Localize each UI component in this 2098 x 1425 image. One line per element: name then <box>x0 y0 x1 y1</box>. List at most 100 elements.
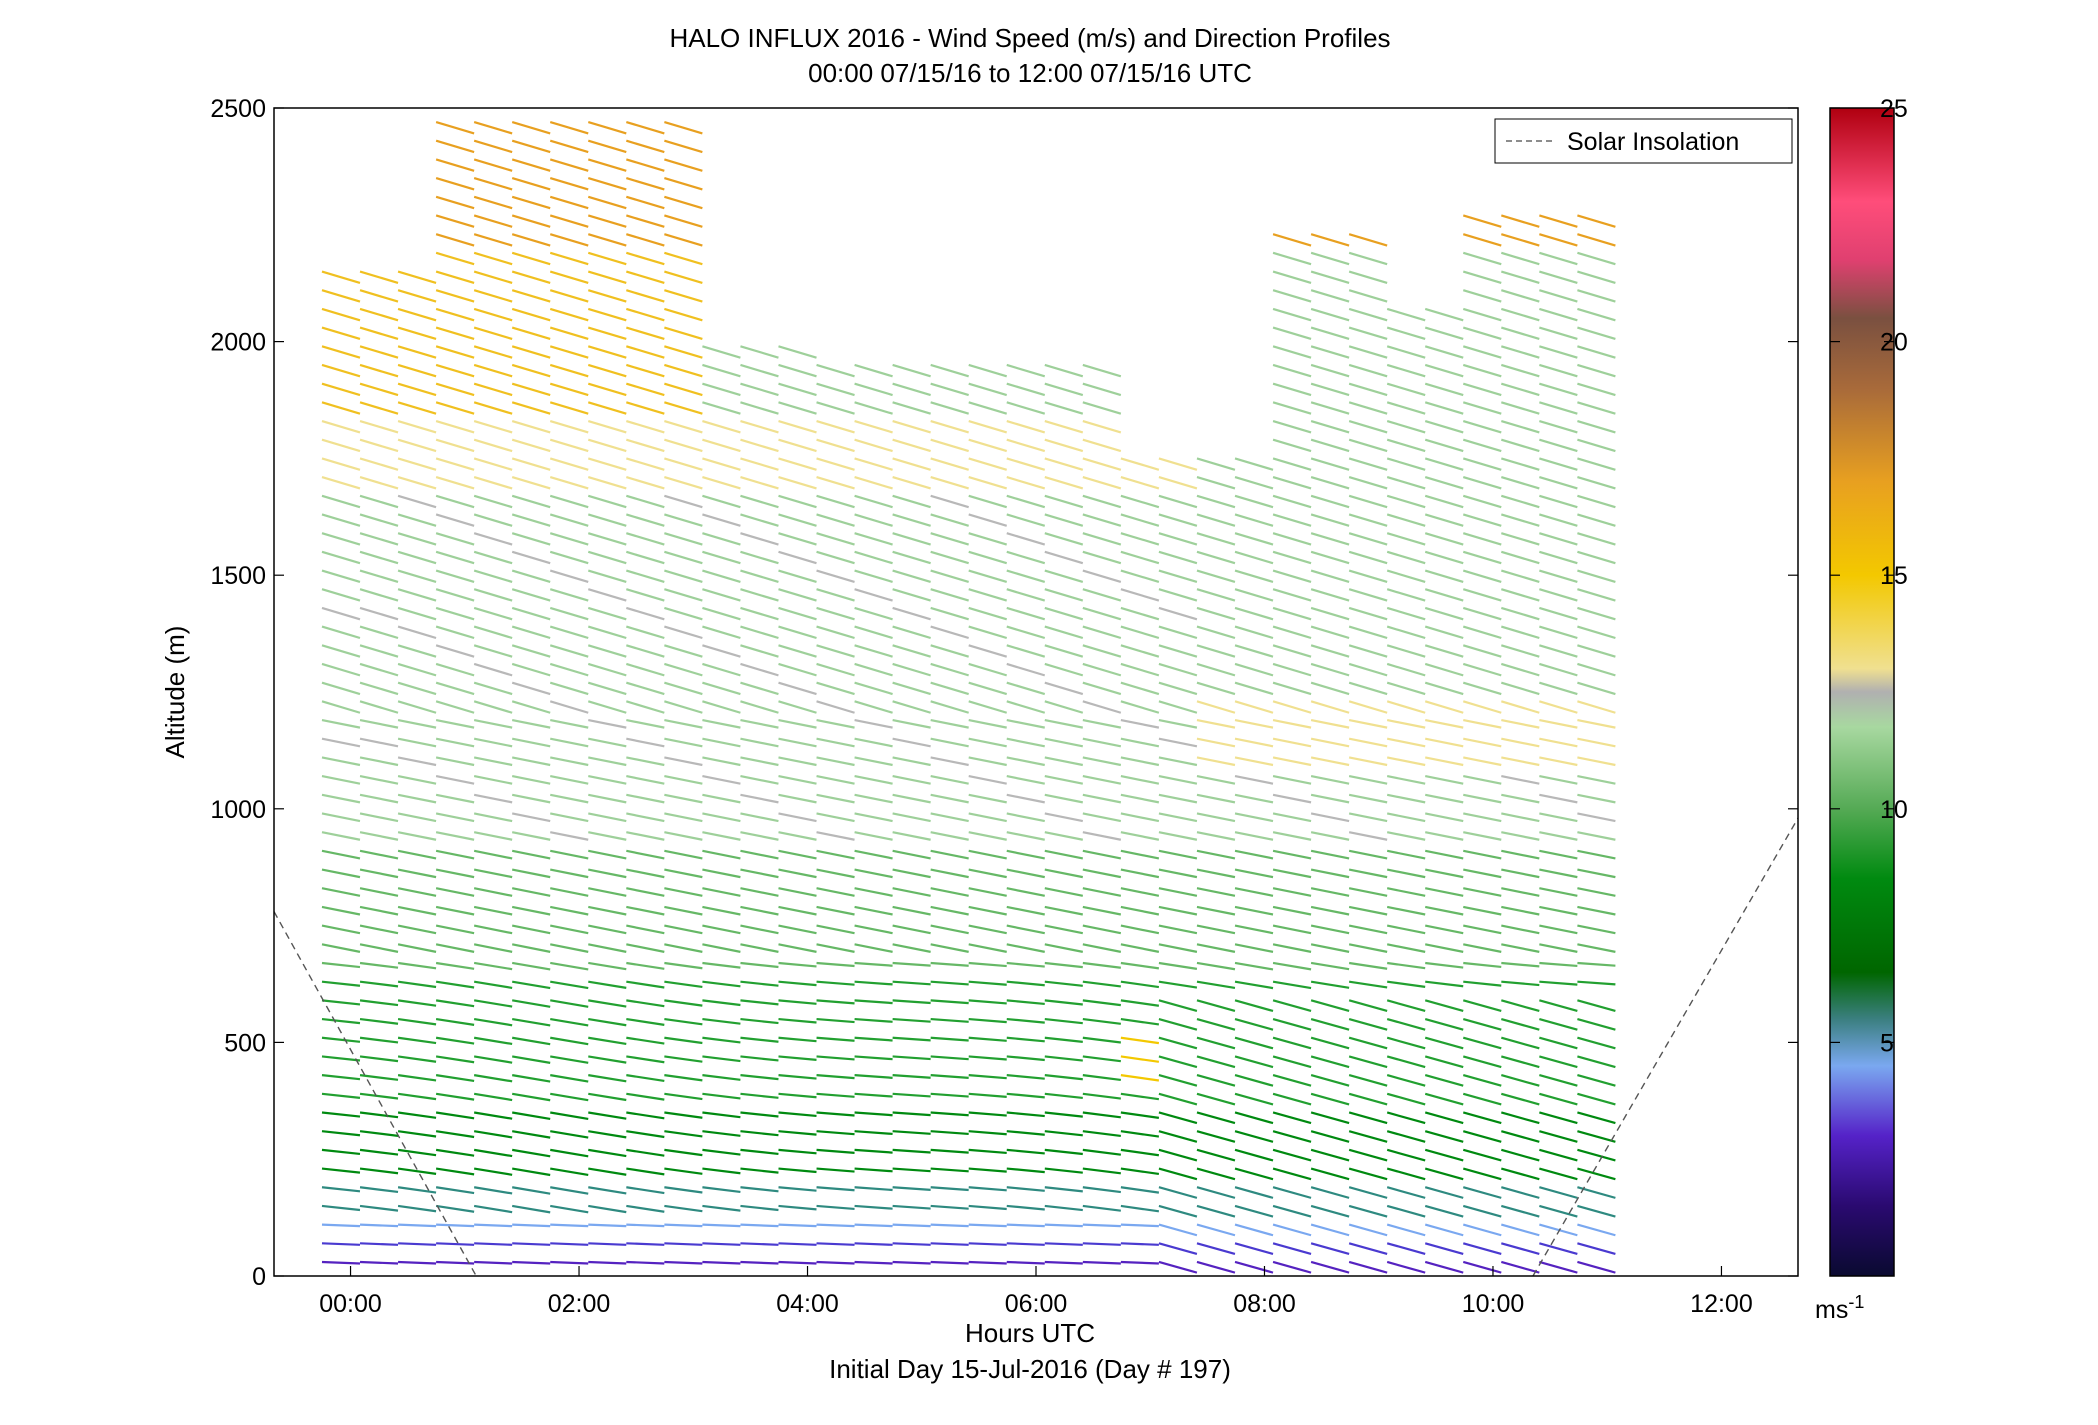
wind-barb <box>1082 438 1122 453</box>
wind-barb <box>1539 1092 1578 1106</box>
wind-barb <box>1234 775 1274 785</box>
wind-barb <box>1539 1242 1578 1255</box>
wind-barb <box>1234 831 1274 841</box>
wind-barb <box>473 419 513 434</box>
wind-barb <box>321 1092 361 1099</box>
wind-barb <box>1462 513 1502 527</box>
wind-barb <box>1386 1055 1426 1069</box>
wind-barb <box>550 1223 589 1228</box>
wind-barb <box>740 905 779 916</box>
wind-barb <box>435 494 475 509</box>
wind-barb <box>321 868 361 879</box>
wind-barb <box>550 1111 589 1120</box>
wind-barb <box>1272 1055 1312 1069</box>
wind-barb <box>664 1260 703 1265</box>
wind-barb <box>1348 849 1388 860</box>
wind-barb <box>1386 849 1426 860</box>
wind-barb <box>1272 662 1312 677</box>
wind-barb <box>1044 1204 1083 1212</box>
wind-barb <box>1006 868 1045 879</box>
wind-barb <box>892 1092 931 1098</box>
wind-barb <box>778 1036 817 1043</box>
wind-barb <box>892 513 931 527</box>
wind-barb <box>1577 569 1616 583</box>
wind-barb <box>511 289 551 303</box>
wind-barb <box>1501 980 1540 987</box>
wind-barb <box>435 550 475 565</box>
wind-barb <box>1539 737 1578 748</box>
wind-barb <box>473 961 513 971</box>
wind-barb <box>740 793 779 804</box>
wind-barb <box>321 737 361 748</box>
wind-barb <box>626 363 665 378</box>
wind-barb <box>1310 905 1350 916</box>
wind-barb <box>854 457 893 471</box>
wind-barb <box>626 868 665 879</box>
wind-barb <box>1500 532 1540 546</box>
wind-barb <box>816 681 855 696</box>
wind-barb <box>1462 1186 1502 1199</box>
wind-barb <box>1348 1186 1388 1199</box>
wind-barb <box>1006 1223 1045 1228</box>
wind-barb <box>626 625 665 640</box>
wind-barb <box>549 662 589 677</box>
wind-barb <box>473 195 513 210</box>
wind-barb <box>1501 1074 1540 1087</box>
wind-barb <box>1044 1186 1083 1193</box>
wind-barb <box>1348 588 1388 602</box>
wind-barb <box>1462 1111 1502 1125</box>
wind-barb <box>778 1260 817 1265</box>
wind-barb <box>968 606 1008 621</box>
wind-barb <box>816 1092 855 1098</box>
wind-barb <box>1310 401 1350 415</box>
wind-barb <box>1539 457 1578 471</box>
colorbar-tick-label: 5 <box>1880 1029 1894 1057</box>
wind-barb <box>702 588 741 602</box>
wind-barb <box>1158 887 1198 897</box>
wind-barb <box>1234 849 1274 860</box>
wind-barb <box>587 662 627 677</box>
wind-barb <box>359 756 399 767</box>
wind-barb <box>549 233 589 247</box>
wind-barb <box>1462 588 1502 602</box>
wind-barb <box>1425 812 1464 823</box>
wind-barb <box>473 775 513 785</box>
wind-barb <box>397 887 437 897</box>
wind-barb <box>930 905 969 916</box>
wind-barb <box>778 849 817 860</box>
wind-barb <box>626 195 665 210</box>
wind-barb <box>1234 1092 1274 1106</box>
wind-barb <box>1500 326 1540 341</box>
wind-barb <box>1006 1260 1045 1265</box>
wind-barb <box>359 980 399 988</box>
wind-barb <box>930 438 969 453</box>
wind-barb <box>968 1204 1007 1211</box>
wind-barb <box>1539 681 1578 696</box>
wind-barb <box>435 345 475 359</box>
wind-barb <box>397 999 437 1007</box>
wind-barb <box>1462 1092 1502 1106</box>
wind-barb <box>473 943 513 953</box>
wind-barb <box>626 775 665 785</box>
wind-barb <box>1501 775 1540 785</box>
wind-barb <box>1539 887 1578 897</box>
wind-barb <box>359 289 399 303</box>
wind-barb <box>1044 363 1084 378</box>
wind-barb <box>1006 532 1046 546</box>
wind-barb <box>854 905 893 916</box>
wind-barb <box>1425 793 1464 804</box>
wind-barb <box>1577 588 1616 602</box>
wind-barb <box>1082 1260 1121 1265</box>
wind-barb <box>511 177 551 191</box>
wind-barb <box>930 382 969 397</box>
wind-barb <box>1577 1017 1616 1031</box>
wind-barb <box>397 943 437 953</box>
wind-barb <box>1462 1130 1502 1143</box>
wind-barb <box>359 849 399 860</box>
wind-barb <box>854 775 893 785</box>
wind-barb <box>626 662 665 677</box>
wind-barb <box>321 718 361 729</box>
wind-barb <box>1348 307 1388 322</box>
wind-barb <box>1006 1074 1045 1080</box>
